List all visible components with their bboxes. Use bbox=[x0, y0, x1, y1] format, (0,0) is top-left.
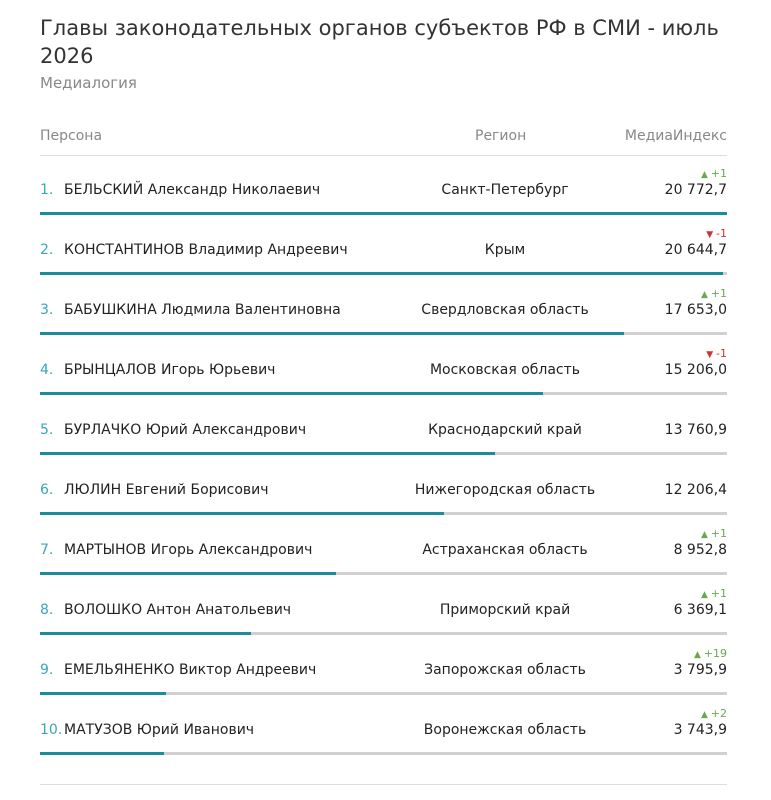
column-header: МедиаИндекс bbox=[624, 128, 727, 144]
region: Приморский край bbox=[439, 602, 571, 618]
person-name: БЕЛЬСКИЙ Александр Николаевич bbox=[64, 182, 321, 198]
region: Нижегородская область bbox=[414, 482, 596, 498]
bar-track bbox=[40, 572, 727, 575]
bar-track bbox=[40, 632, 727, 635]
media-index: 15 206,0 bbox=[664, 362, 727, 378]
media-index: 3 795,9 bbox=[673, 662, 727, 678]
rank-change: ▲ +19 bbox=[693, 647, 727, 660]
region: Крым bbox=[484, 242, 526, 258]
region: Запорожская область bbox=[424, 662, 586, 678]
rank-change-label: -1 bbox=[716, 347, 727, 360]
media-index: 13 760,9 bbox=[664, 422, 727, 438]
rank-change: ▲ +1 bbox=[700, 527, 727, 540]
footer-rule bbox=[40, 784, 727, 785]
person-name: БАБУШКИНА Людмила Валентиновна bbox=[64, 302, 341, 318]
title: Главы законодательных органов субъектов … bbox=[40, 16, 719, 68]
region: Санкт-Петербург bbox=[441, 182, 569, 198]
rank-change-label: +1 bbox=[710, 527, 727, 540]
bar bbox=[40, 212, 727, 215]
media-index: 8 952,8 bbox=[673, 542, 727, 558]
rank: 2. bbox=[40, 242, 54, 258]
person-name: МАРТЫНОВ Игорь Александрович bbox=[64, 542, 313, 558]
rank: 9. bbox=[40, 662, 54, 678]
rank-change: ▼ -1 bbox=[706, 347, 727, 360]
rank-change-label: +1 bbox=[710, 287, 727, 300]
rank: 7. bbox=[40, 542, 54, 558]
region: Московская область bbox=[429, 362, 581, 378]
media-index: 17 653,0 bbox=[664, 302, 727, 318]
header-rule bbox=[40, 155, 727, 156]
bar-track bbox=[40, 692, 727, 695]
bar bbox=[40, 452, 496, 455]
region: Свердловская область bbox=[421, 302, 589, 318]
media-index: 3 743,9 bbox=[673, 722, 727, 738]
rank: 1. bbox=[40, 182, 54, 198]
person-name: ВОЛОШКО Антон Анатольевич bbox=[64, 602, 292, 618]
rank-change: ▼ -1 bbox=[706, 227, 727, 240]
media-index: 6 369,1 bbox=[673, 602, 727, 618]
rank: 4. bbox=[40, 362, 54, 378]
bar bbox=[40, 512, 444, 515]
rank-change-label: +19 bbox=[703, 647, 727, 660]
region: Краснодарский край bbox=[428, 422, 582, 438]
rank-change: ▲ +1 bbox=[700, 587, 727, 600]
rank-change: ▲ +1 bbox=[700, 287, 727, 300]
rank-change: ▲ +2 bbox=[700, 707, 727, 720]
region: Воронежская область bbox=[423, 722, 587, 738]
person-name: КОНСТАНТИНОВ Владимир Андреевич bbox=[64, 242, 348, 258]
rank: 5. bbox=[40, 422, 54, 438]
bar bbox=[40, 692, 166, 695]
bar bbox=[40, 392, 543, 395]
column-header: Персона bbox=[40, 128, 103, 144]
rank: 10. bbox=[40, 722, 63, 738]
person-name: ЕМЕЛЬЯНЕНКО Виктор Андреевич bbox=[64, 662, 317, 678]
rank: 3. bbox=[40, 302, 54, 318]
bar bbox=[40, 572, 337, 575]
rank-change-label: +1 bbox=[710, 587, 727, 600]
subtitle: Медиалогия bbox=[40, 74, 137, 92]
person-name: ЛЮЛИН Евгений Борисович bbox=[64, 482, 269, 498]
column-header: Регион bbox=[475, 128, 527, 144]
rank-change-label: -1 bbox=[716, 227, 727, 240]
region: Астраханская область bbox=[422, 542, 588, 558]
bar bbox=[40, 272, 723, 275]
rank-change-label: +2 bbox=[710, 707, 727, 720]
media-index: 12 206,4 bbox=[664, 482, 727, 498]
bar-track bbox=[40, 752, 727, 755]
bar bbox=[40, 752, 164, 755]
person-name: БРЫНЦАЛОВ Игорь Юрьевич bbox=[64, 362, 276, 378]
person-name: БУРЛАЧКО Юрий Александрович bbox=[64, 422, 307, 438]
bar bbox=[40, 632, 251, 635]
person-name: МАТУЗОВ Юрий Иванович bbox=[64, 722, 255, 738]
rank-change: ▲ +1 bbox=[700, 167, 727, 180]
media-index: 20 772,7 bbox=[664, 182, 727, 198]
bar bbox=[40, 332, 624, 335]
media-index: 20 644,7 bbox=[664, 242, 727, 258]
rank-change-label: +1 bbox=[710, 167, 727, 180]
rank: 6. bbox=[40, 482, 54, 498]
rank: 8. bbox=[40, 602, 54, 618]
